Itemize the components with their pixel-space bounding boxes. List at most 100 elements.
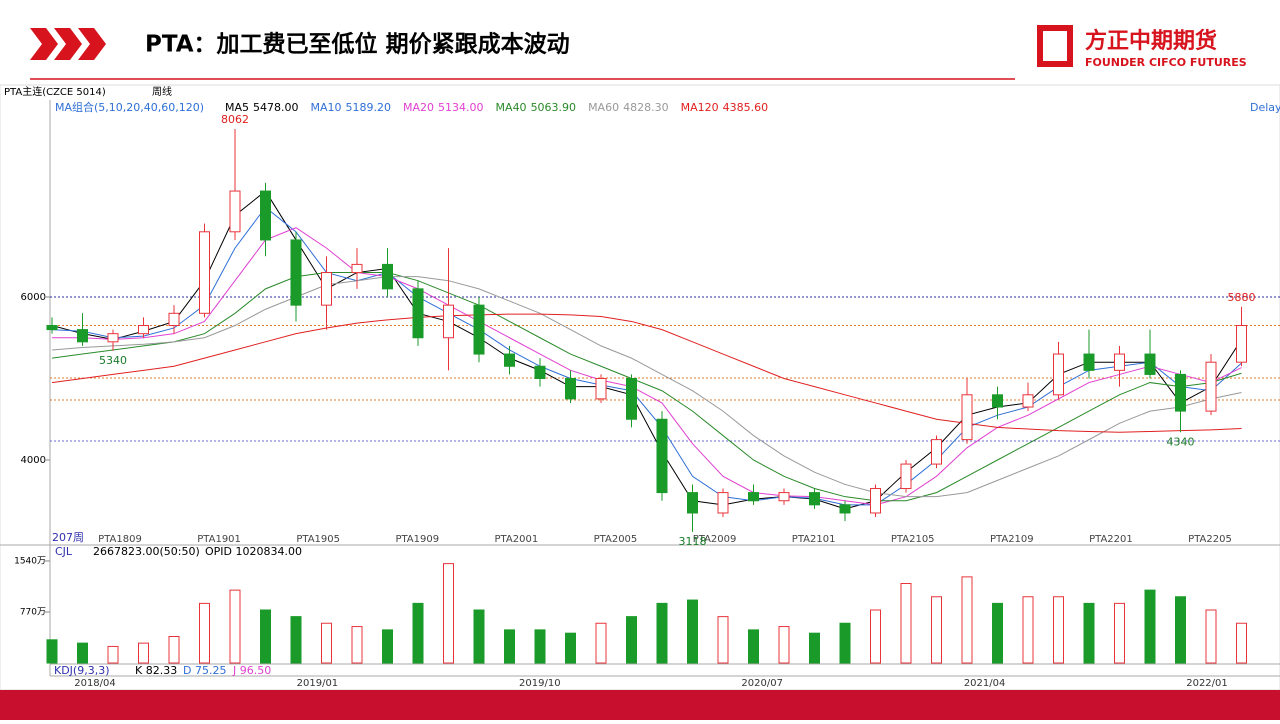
date-label: 2022/01 xyxy=(1186,678,1228,689)
candle-body xyxy=(778,492,790,502)
legend-value: 5063.90 xyxy=(531,101,577,114)
candle-body xyxy=(229,190,241,233)
ma-line xyxy=(51,272,1242,502)
legend-name: MA120 xyxy=(681,101,719,114)
contract-label: PTA2001 xyxy=(495,534,539,545)
candle-body xyxy=(534,365,546,379)
volume-bar xyxy=(382,629,393,664)
candle-body xyxy=(1175,373,1186,412)
candle-body xyxy=(46,325,58,331)
kdj-d: D 75.25 xyxy=(183,664,226,677)
contract-label: PTA2101 xyxy=(792,534,836,545)
candle-body xyxy=(1205,361,1217,412)
volume-bar xyxy=(412,602,424,664)
extreme-label: 5340 xyxy=(99,354,127,367)
volume-bar xyxy=(168,636,180,664)
date-label: 2019/10 xyxy=(519,678,561,689)
legend-name: MA10 xyxy=(311,101,342,114)
kdj-name: KDJ(9,3,3) xyxy=(54,664,110,677)
volume-bar xyxy=(717,616,729,664)
contract-label: PTA1909 xyxy=(395,534,439,545)
volume-tick-label: 770万 xyxy=(20,607,46,617)
volume-bar xyxy=(839,622,851,664)
candle-body xyxy=(199,231,210,314)
volume-bar xyxy=(77,642,88,664)
opid: OPID 1020834.00 xyxy=(205,545,302,558)
candle-body xyxy=(717,492,729,514)
volume-bar xyxy=(107,645,119,664)
legend-name: MA40 xyxy=(496,101,527,114)
footer-band xyxy=(0,690,1280,720)
candle-body xyxy=(1083,353,1095,371)
candle-body xyxy=(595,378,607,400)
volume-bar xyxy=(321,622,332,664)
volume-bar xyxy=(1114,602,1125,664)
ma-line xyxy=(52,227,1242,506)
date-label: 2018/04 xyxy=(74,678,116,689)
candle-body xyxy=(900,463,912,490)
ma-line xyxy=(51,276,1242,498)
candle-body xyxy=(1114,353,1125,371)
extreme-label: 5880 xyxy=(1228,291,1256,304)
candle-body xyxy=(443,304,454,339)
candle-body xyxy=(260,190,271,241)
candle-body xyxy=(626,378,637,420)
legend-value: 5134.00 xyxy=(438,101,484,114)
volume-bar xyxy=(961,576,973,664)
candle-body xyxy=(351,263,363,274)
volume-bar xyxy=(351,626,363,664)
symbol: PTA主连(CZCE 5014) xyxy=(4,85,106,98)
volume-bar xyxy=(1236,622,1247,664)
volume-bar xyxy=(687,599,698,664)
count-label: 207周 xyxy=(52,531,84,544)
y-tick-label: 4000 xyxy=(21,455,46,466)
contract-label: PTA2205 xyxy=(1188,534,1232,545)
candle-body xyxy=(992,394,1003,408)
candle-body xyxy=(77,329,88,343)
date-label: 2021/04 xyxy=(964,678,1006,689)
volume-bar xyxy=(290,616,302,664)
volume-bar xyxy=(443,563,454,664)
volume-bar xyxy=(534,629,546,664)
volume-bar xyxy=(1205,609,1217,664)
legend-value: 4385.60 xyxy=(723,101,769,114)
volume-bar xyxy=(656,602,668,664)
volume-bar xyxy=(1083,602,1095,664)
extreme-label: 4340 xyxy=(1167,435,1195,448)
slide-title: PTA：加工费已至低位 期价紧跟成本波动 xyxy=(145,31,570,58)
candle-body xyxy=(138,325,149,335)
candle-body xyxy=(748,492,759,502)
volume-info: 2667823.00(50:50) xyxy=(93,545,200,558)
ma-line xyxy=(51,313,1242,433)
logo-en: FOUNDER CIFCO FUTURES xyxy=(1085,56,1247,69)
chart-frame xyxy=(0,84,1280,691)
volume-bar xyxy=(595,622,607,664)
candle-body xyxy=(1053,353,1064,396)
logo-cn: 方正中期期货 xyxy=(1085,28,1217,54)
volume-tick-label: 1540万 xyxy=(14,556,46,566)
contract-label: PTA1901 xyxy=(197,534,241,545)
candle-body xyxy=(1236,325,1247,363)
ma-line xyxy=(51,206,1242,506)
candle-body xyxy=(931,439,942,465)
volume-bar xyxy=(46,639,58,664)
candle-body xyxy=(961,394,973,441)
volume-bar xyxy=(748,629,759,664)
volume-bar xyxy=(199,602,210,664)
candle-body xyxy=(870,488,881,514)
contract-label: PTA1905 xyxy=(296,534,340,545)
candle-body xyxy=(412,288,424,339)
kdj-k: K 82.33 xyxy=(135,664,177,677)
candle-body xyxy=(473,304,485,355)
candle-body xyxy=(290,239,302,306)
volume-bar xyxy=(931,596,942,664)
legend-name: MA60 xyxy=(588,101,619,114)
volume-bar xyxy=(473,609,485,664)
logo-icon xyxy=(1037,25,1073,67)
volume-bar xyxy=(1022,596,1034,664)
volume-bar xyxy=(992,602,1003,664)
volume-name: CJL xyxy=(55,545,73,558)
candle-body xyxy=(168,312,180,327)
volume-bar xyxy=(1053,596,1064,664)
candle-body xyxy=(656,418,668,494)
